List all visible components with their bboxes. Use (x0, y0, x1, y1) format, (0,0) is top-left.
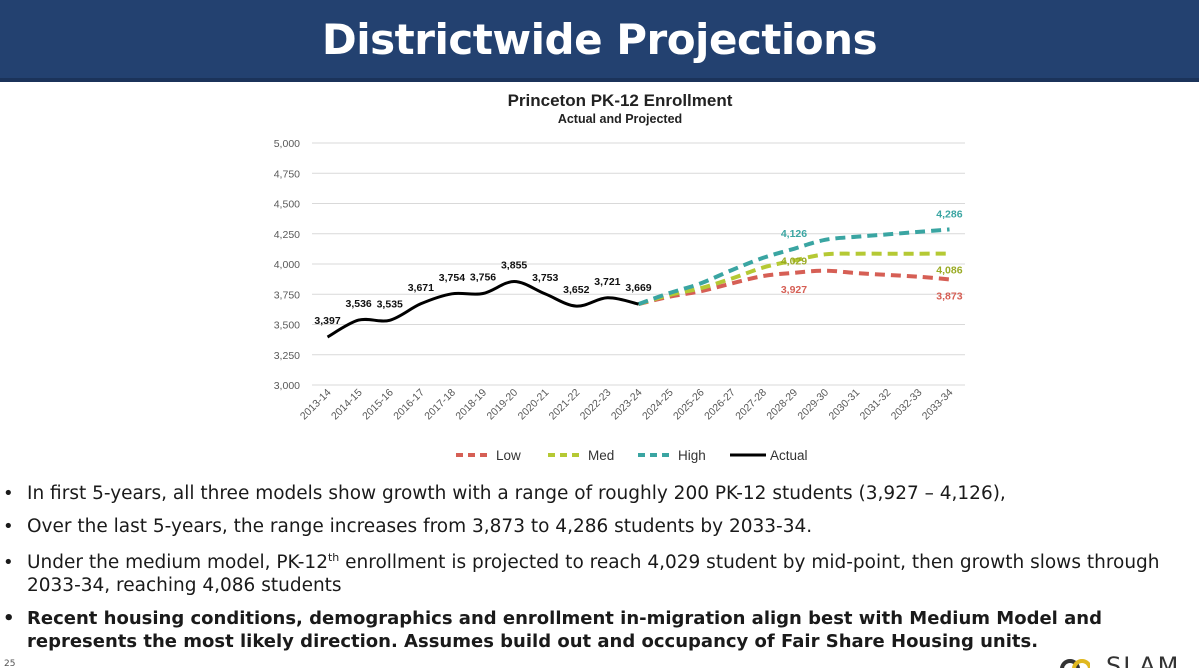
x-tick-label: 2021-22 (547, 387, 583, 423)
y-tick-label: 3,000 (274, 380, 300, 392)
bullet-text: Under the medium model, PK-12th enrollme… (27, 551, 1195, 597)
y-tick-label: 4,000 (274, 259, 300, 271)
bullet-text-pre: Under the medium model, PK-12 (27, 552, 328, 573)
actual-data-label: 3,671 (408, 282, 434, 294)
bullet-text-post: enrollment is projected to reach 4,029 s… (27, 552, 1160, 596)
x-tick-label: 2025-26 (671, 387, 707, 423)
legend-label-high: High (678, 448, 706, 463)
bullet-dot: • (3, 483, 14, 504)
x-tick-label: 2028-29 (764, 387, 800, 423)
logo-mark-icon (1060, 659, 1090, 668)
projection-data-label: 4,286 (936, 208, 962, 220)
x-tick-label: 2017-18 (422, 387, 458, 423)
y-tick-label: 4,750 (274, 168, 300, 180)
y-tick-label: 3,500 (274, 320, 300, 332)
actual-data-label: 3,397 (314, 315, 340, 327)
legend-label-actual: Actual (770, 448, 808, 463)
actual-data-label: 3,669 (625, 282, 651, 294)
actual-data-label: 3,855 (501, 260, 527, 272)
x-tick-label: 2022-23 (578, 387, 614, 423)
actual-data-label: 3,756 (470, 272, 496, 284)
series-line-med (637, 251, 950, 307)
logo-text: SLAM (1106, 652, 1181, 668)
actual-data-label: 3,754 (439, 272, 465, 284)
x-tick-label: 2031-32 (858, 387, 894, 423)
projection-data-label: 4,086 (936, 265, 962, 277)
y-tick-label: 3,250 (274, 350, 300, 362)
bullet-dot: • (3, 608, 15, 629)
y-tick-label: 4,250 (274, 229, 300, 241)
legend-label-low: Low (496, 448, 521, 463)
y-tick-label: 3,750 (274, 289, 300, 301)
x-tick-label: 2023-24 (609, 387, 645, 423)
actual-data-label: 3,652 (563, 284, 589, 296)
projection-data-label: 4,029 (781, 255, 807, 267)
x-tick-label: 2018-19 (453, 387, 489, 423)
title-banner: Districtwide Projections (0, 0, 1199, 82)
x-tick-label: 2024-25 (640, 387, 676, 423)
actual-data-label: 3,536 (346, 298, 372, 310)
bullet-text: In first 5-years, all three models show … (27, 483, 1006, 504)
x-tick-label: 2014-15 (329, 387, 365, 423)
x-tick-label: 2026-27 (702, 387, 738, 423)
company-logo: SLAM (1060, 650, 1199, 668)
series-line-low (638, 268, 950, 307)
bullet-dot: • (3, 516, 14, 537)
page-number: 25 (4, 659, 16, 669)
chart-title: Princeton PK-12 Enrollment (508, 91, 733, 110)
x-tick-label: 2015-16 (360, 387, 396, 423)
projection-data-label: 3,927 (781, 284, 807, 296)
series-line-high (637, 227, 950, 306)
x-tick-label: 2033-34 (920, 387, 956, 423)
x-tick-label: 2032-33 (889, 387, 925, 423)
x-tick-label: 2030-31 (827, 387, 863, 423)
bullet-text: Recent housing conditions, demographics … (27, 608, 1102, 652)
bullet-text: Over the last 5-years, the range increas… (27, 516, 813, 537)
actual-data-label: 3,535 (377, 298, 403, 310)
page-title: Districtwide Projections (321, 14, 878, 64)
y-tick-label: 4,500 (274, 199, 300, 211)
projection-data-label: 3,873 (936, 290, 962, 302)
bullet-dot: • (3, 552, 14, 573)
legend-label-med: Med (588, 448, 614, 463)
x-tick-label: 2020-21 (516, 387, 552, 423)
x-tick-label: 2029-30 (795, 387, 831, 423)
enrollment-chart: Princeton PK-12 Enrollment Actual and Pro… (274, 91, 965, 463)
bullet-text-sup: th (327, 550, 340, 564)
x-tick-label: 2019-20 (484, 387, 520, 423)
x-tick-label: 2013-14 (298, 387, 334, 423)
actual-data-label: 3,753 (532, 272, 558, 284)
y-tick-label: 5,000 (274, 138, 300, 150)
series-line-actual (326, 280, 639, 339)
chart-subtitle: Actual and Projected (558, 112, 682, 126)
x-tick-label: 2016-17 (391, 387, 427, 423)
x-tick-label: 2027-28 (733, 387, 769, 423)
projection-data-label: 4,126 (781, 228, 807, 240)
actual-data-label: 3,721 (594, 276, 620, 288)
